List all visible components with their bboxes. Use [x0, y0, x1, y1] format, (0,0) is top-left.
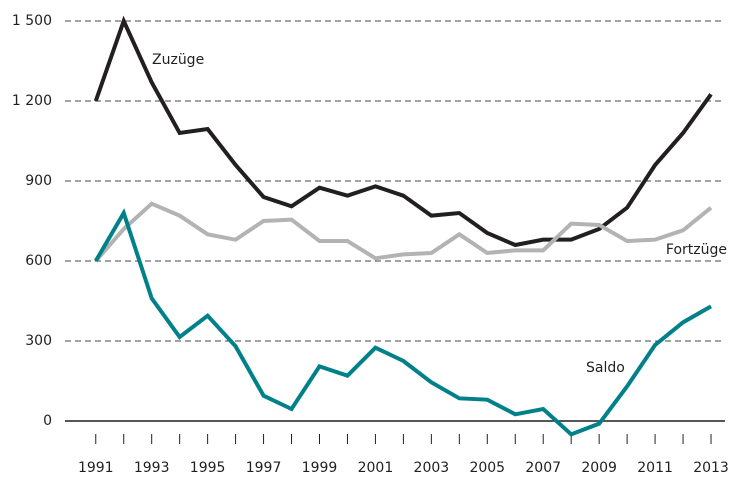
x-tick-label: 1991	[78, 460, 114, 476]
x-tick-label: 1999	[302, 460, 338, 476]
x-tick-label: 2001	[358, 460, 394, 476]
x-tick-label: 2011	[637, 460, 673, 476]
series-label: Saldo	[586, 360, 625, 376]
x-tick-label: 2013	[693, 460, 729, 476]
x-tick-label: 2003	[414, 460, 450, 476]
y-tick-label: 0	[43, 413, 52, 429]
y-tick-label: 1 500	[12, 13, 52, 29]
y-tick-label: 1 200	[12, 93, 52, 109]
x-tick-label: 1997	[246, 460, 282, 476]
x-tick-label: 2007	[525, 460, 561, 476]
series-label: Zuzüge	[152, 52, 204, 68]
x-tick-label: 2009	[581, 460, 617, 476]
x-tick-label: 2005	[469, 460, 505, 476]
x-tick-label: 1993	[134, 460, 170, 476]
series-line	[94, 201, 713, 263]
series-line	[93, 15, 713, 248]
series-label: Fortzüge	[666, 242, 727, 258]
y-tick-label: 300	[25, 333, 52, 349]
series-line	[94, 208, 713, 437]
y-tick-label: 600	[25, 253, 52, 269]
y-tick-label: 900	[25, 173, 52, 189]
x-tick-label: 1995	[190, 460, 226, 476]
